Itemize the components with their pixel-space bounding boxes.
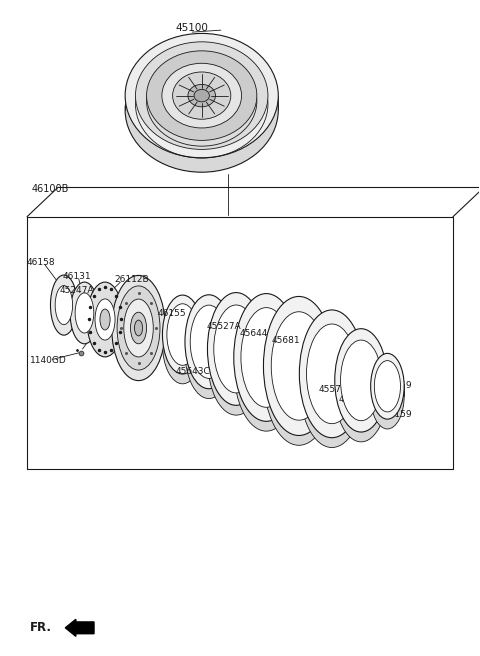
Text: 46159: 46159 xyxy=(384,410,412,419)
Ellipse shape xyxy=(188,85,216,107)
Text: 45643C: 45643C xyxy=(175,367,210,376)
Text: FR.: FR. xyxy=(29,621,51,634)
Ellipse shape xyxy=(135,42,268,150)
Ellipse shape xyxy=(100,309,110,330)
Ellipse shape xyxy=(335,329,387,432)
Ellipse shape xyxy=(112,276,165,380)
Ellipse shape xyxy=(134,320,143,336)
Ellipse shape xyxy=(194,89,209,102)
Text: 45651B: 45651B xyxy=(338,395,373,404)
Ellipse shape xyxy=(87,282,123,357)
Ellipse shape xyxy=(70,282,99,344)
Ellipse shape xyxy=(335,338,387,442)
Ellipse shape xyxy=(300,319,364,447)
Ellipse shape xyxy=(162,305,203,384)
Ellipse shape xyxy=(124,299,153,357)
Ellipse shape xyxy=(374,361,400,412)
Text: 26112B: 26112B xyxy=(115,275,149,284)
Text: 46131: 46131 xyxy=(63,272,92,281)
Ellipse shape xyxy=(234,303,299,431)
Ellipse shape xyxy=(340,340,382,420)
Ellipse shape xyxy=(75,293,94,333)
Ellipse shape xyxy=(162,295,203,374)
Text: 1140GD: 1140GD xyxy=(30,356,67,365)
Ellipse shape xyxy=(264,306,334,445)
Ellipse shape xyxy=(95,299,115,340)
Ellipse shape xyxy=(307,324,357,424)
Text: 45681: 45681 xyxy=(271,336,300,345)
Text: 45644: 45644 xyxy=(240,329,268,338)
Ellipse shape xyxy=(162,63,241,128)
Text: 46159: 46159 xyxy=(384,381,412,390)
Ellipse shape xyxy=(300,310,364,438)
Ellipse shape xyxy=(371,363,404,429)
Ellipse shape xyxy=(125,48,278,173)
Ellipse shape xyxy=(190,305,228,379)
Ellipse shape xyxy=(125,33,278,158)
Ellipse shape xyxy=(185,304,233,399)
Ellipse shape xyxy=(167,304,198,365)
Text: 45247A: 45247A xyxy=(59,285,94,295)
Text: 46158: 46158 xyxy=(27,258,56,267)
Ellipse shape xyxy=(117,286,160,370)
Text: 45100: 45100 xyxy=(176,23,209,33)
Ellipse shape xyxy=(207,293,265,405)
Ellipse shape xyxy=(271,312,326,420)
Ellipse shape xyxy=(207,302,265,415)
Text: 45527A: 45527A xyxy=(206,321,241,331)
Text: 45577A: 45577A xyxy=(319,385,354,394)
Ellipse shape xyxy=(371,354,404,419)
Ellipse shape xyxy=(173,72,231,119)
Text: 46155: 46155 xyxy=(157,309,186,318)
Ellipse shape xyxy=(50,275,77,335)
Ellipse shape xyxy=(55,285,72,325)
Ellipse shape xyxy=(241,308,292,407)
Ellipse shape xyxy=(131,312,146,344)
Ellipse shape xyxy=(214,305,259,393)
Ellipse shape xyxy=(146,51,257,140)
Ellipse shape xyxy=(185,295,233,389)
Text: 46100B: 46100B xyxy=(32,184,69,194)
Ellipse shape xyxy=(234,294,299,421)
Ellipse shape xyxy=(264,297,334,436)
FancyArrow shape xyxy=(65,619,94,636)
